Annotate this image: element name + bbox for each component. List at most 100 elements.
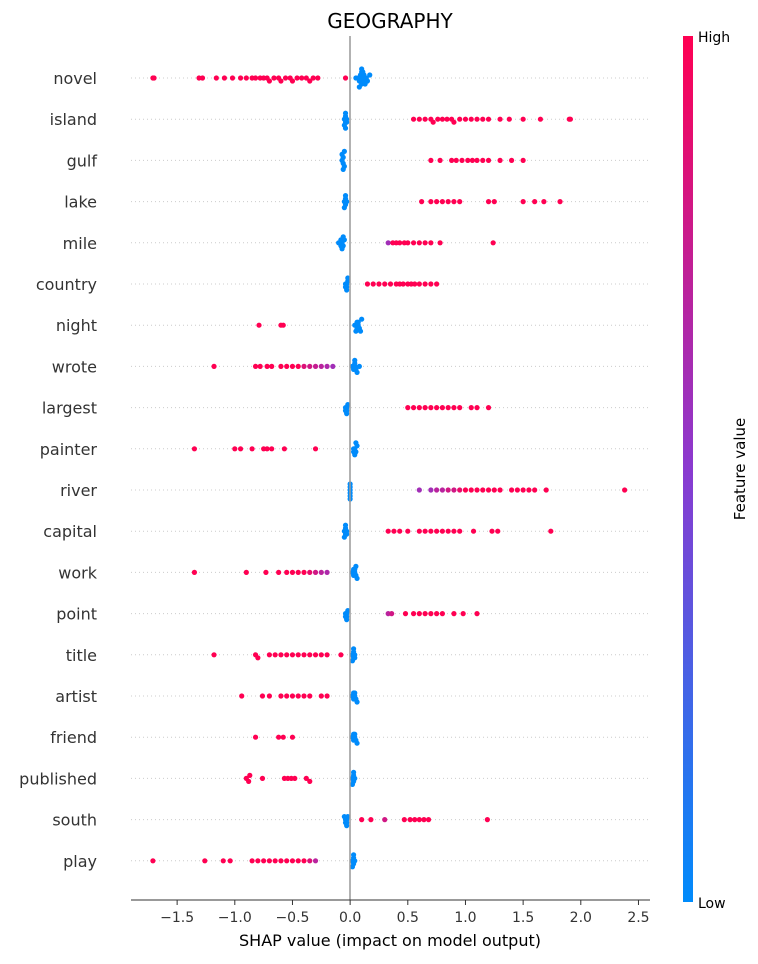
shap-point (425, 817, 432, 823)
shap-point (416, 240, 422, 246)
colorbar-low-label: Low (698, 896, 726, 912)
shap-point (294, 75, 300, 81)
shap-point (295, 693, 301, 699)
shap-point (307, 569, 313, 576)
feature-label: night (56, 316, 97, 335)
shap-point (416, 405, 422, 411)
shap-point (405, 405, 411, 411)
shap-point (263, 569, 269, 576)
shap-point (312, 858, 319, 864)
shap-point (237, 75, 244, 81)
shap-point (453, 157, 459, 163)
shap-point (341, 205, 347, 211)
shap-point (315, 75, 321, 81)
shap-point (428, 199, 434, 205)
shap-point (422, 611, 428, 617)
shap-point (400, 281, 406, 287)
shap-point (243, 569, 249, 576)
x-axis-label: SHAP value (impact on model output) (239, 931, 541, 950)
shap-point (416, 817, 422, 823)
shap-point (497, 116, 503, 122)
shap-point (312, 363, 319, 369)
shap-point (342, 193, 349, 199)
shap-point (272, 858, 278, 864)
shap-point (307, 693, 313, 699)
colorbar (683, 36, 693, 902)
shap-point (221, 75, 228, 81)
x-tick-label: 2.0 (570, 910, 592, 926)
shap-point (284, 363, 290, 369)
shap-point (428, 157, 434, 163)
shap-point (295, 652, 301, 658)
shap-point (345, 402, 351, 408)
shap-point (191, 569, 198, 576)
feature-label: work (58, 563, 97, 582)
shap-point (211, 652, 217, 658)
shap-point (352, 357, 358, 363)
feature-label: point (56, 605, 97, 624)
shap-point (474, 116, 480, 122)
shap-point (280, 734, 286, 740)
shap-point (284, 569, 290, 576)
feature-label: mile (63, 234, 97, 253)
shap-point (445, 199, 451, 205)
x-tick-label: −0.5 (275, 910, 309, 926)
shap-point (367, 72, 373, 78)
shap-point (289, 78, 296, 84)
shap-point (350, 731, 357, 737)
shap-point (246, 778, 252, 785)
shap-point (459, 157, 465, 163)
shap-point (289, 734, 296, 740)
shap-point (350, 646, 357, 652)
shap-point (468, 487, 474, 493)
shap-point (430, 119, 436, 125)
x-tick-label: −1.0 (218, 910, 252, 926)
shap-point (490, 240, 496, 246)
shap-point (264, 446, 270, 452)
shap-point (532, 487, 538, 493)
x-tick-label: 0.0 (339, 910, 361, 926)
shap-point (249, 446, 255, 452)
shap-point (353, 440, 359, 446)
shap-point (271, 75, 277, 81)
shap-point (491, 487, 497, 493)
shap-point (387, 281, 394, 287)
feature-label: river (60, 481, 97, 500)
shap-point (295, 569, 301, 576)
shap-point (480, 487, 486, 493)
shap-point (451, 487, 457, 493)
shap-point (324, 363, 330, 369)
shap-point (434, 528, 440, 534)
shap-point (259, 775, 266, 782)
shap-point (344, 531, 350, 537)
feature-label: island (50, 110, 97, 129)
feature-label: wrote (52, 357, 97, 376)
shap-point (520, 199, 526, 205)
shap-point (227, 858, 233, 864)
shap-point (289, 693, 296, 699)
shap-point (428, 281, 434, 287)
shap-point (295, 363, 301, 369)
shap-point (462, 487, 469, 493)
shap-point (276, 734, 282, 740)
shap-point (243, 75, 249, 81)
shap-point (301, 858, 307, 864)
shap-point (422, 405, 428, 411)
shap-point (318, 363, 324, 369)
shap-point (356, 363, 362, 369)
shap-point (310, 75, 316, 81)
shap-point (213, 75, 219, 81)
shap-point (340, 234, 346, 240)
shap-point (295, 858, 301, 864)
shap-point (150, 858, 156, 864)
shap-point (341, 814, 347, 820)
shap-point (465, 157, 471, 163)
shap-point (376, 281, 382, 287)
shap-point (266, 652, 272, 658)
shap-point (255, 655, 261, 661)
shap-point (412, 817, 418, 823)
shap-point (397, 528, 403, 534)
shap-point (299, 75, 305, 81)
shap-point (259, 693, 266, 699)
shap-point (289, 858, 296, 864)
